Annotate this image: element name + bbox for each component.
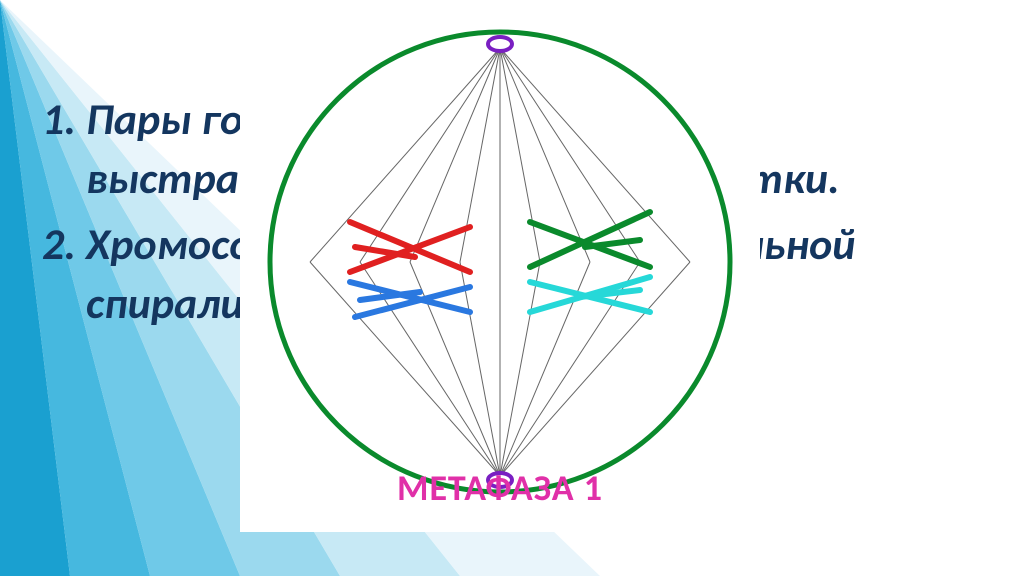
cell-diagram: МЕТАФАЗА 1	[240, 12, 760, 532]
diagram-caption: МЕТАФАЗА 1	[397, 466, 603, 510]
